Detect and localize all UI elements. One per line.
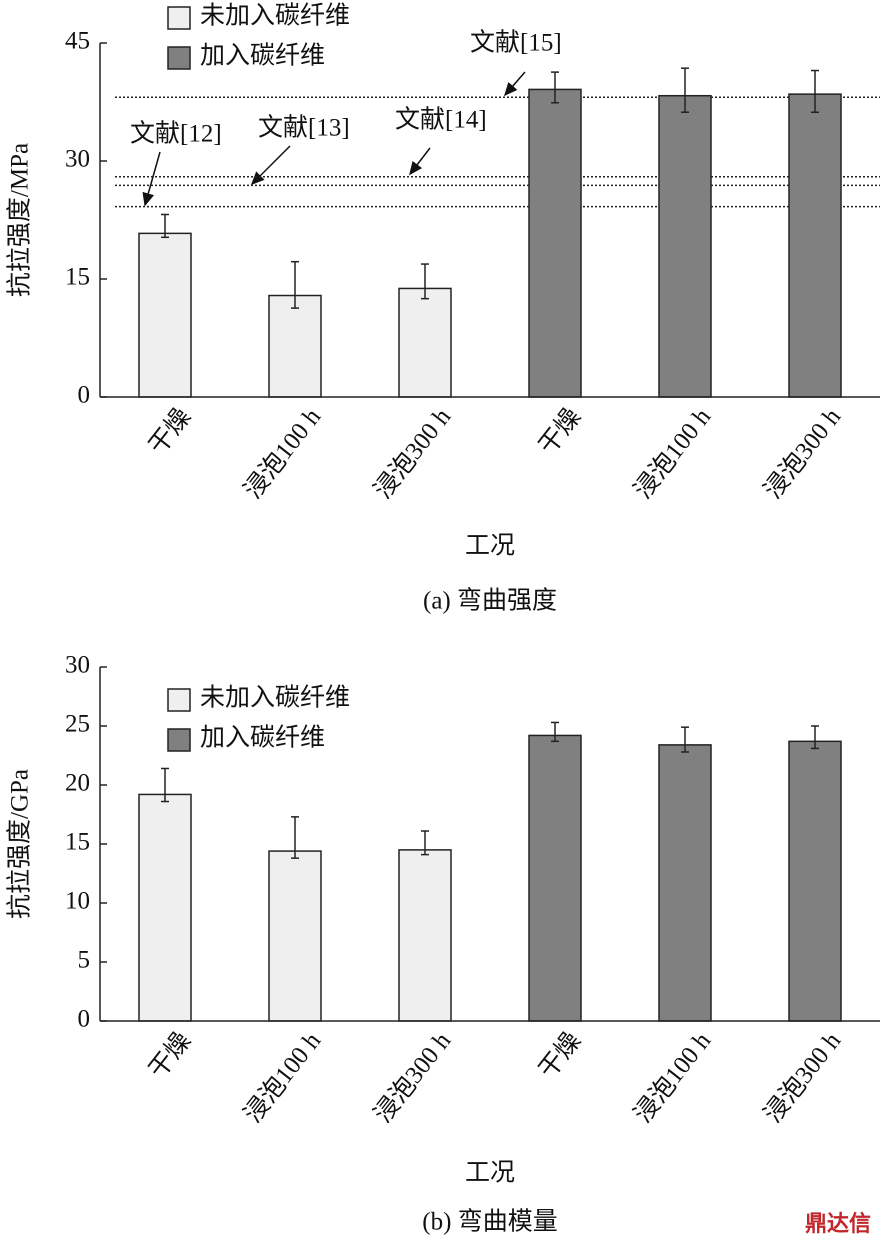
y-tick-label: 15	[65, 264, 90, 291]
legend-swatch	[167, 688, 191, 712]
reference-arrow	[142, 151, 161, 207]
caption: (a) 弯曲强度	[423, 587, 557, 615]
x-tick-label: 干燥	[533, 1027, 586, 1084]
x-tick-label: 浸泡100 h	[239, 1027, 327, 1128]
bar	[268, 294, 322, 398]
x-tick-label: 干燥	[143, 1027, 196, 1084]
x-tick-label: 浸泡100 h	[629, 403, 717, 504]
bar	[138, 793, 192, 1022]
bar	[398, 287, 452, 398]
y-tick-label: 10	[65, 888, 90, 915]
y-tick-label: 25	[65, 711, 90, 738]
bar	[268, 850, 322, 1022]
y-tick-label: 15	[65, 829, 90, 856]
bar	[398, 849, 452, 1022]
y-tick-label: 30	[65, 652, 90, 679]
bar	[138, 232, 192, 398]
legend-label: 未加入碳纤维	[200, 684, 350, 712]
y-tick-label: 5	[78, 947, 91, 974]
legend-label: 加入碳纤维	[200, 42, 325, 70]
bar	[658, 94, 712, 398]
legend-label: 未加入碳纤维	[200, 2, 350, 30]
y-tick-label: 0	[78, 1006, 91, 1033]
x-tick-label: 浸泡300 h	[759, 1027, 847, 1128]
bar	[788, 93, 842, 398]
reference-arrow	[409, 147, 431, 176]
x-axis-label: 工况	[465, 533, 515, 560]
bar	[658, 744, 712, 1022]
reference-label: 文献[15]	[470, 29, 562, 57]
x-tick-label: 浸泡300 h	[369, 403, 457, 504]
y-tick-label: 0	[78, 382, 91, 409]
watermark: 鼎达信	[805, 1211, 871, 1236]
legend-swatch	[167, 6, 191, 30]
x-tick-label: 浸泡100 h	[239, 403, 327, 504]
y-tick-label: 30	[65, 146, 90, 173]
reference-arrow	[504, 71, 526, 97]
y-axis-label: 抗拉强度/GPa	[6, 769, 34, 919]
bar	[528, 88, 582, 398]
x-tick-label: 浸泡300 h	[369, 1027, 457, 1128]
y-tick-label: 20	[65, 770, 90, 797]
y-axis-label: 抗拉强度/MPa	[6, 143, 34, 297]
y-tick-label: 45	[65, 28, 90, 55]
bar	[528, 734, 582, 1022]
x-tick-label: 浸泡300 h	[759, 403, 847, 504]
legend-swatch	[167, 728, 191, 752]
bar	[788, 740, 842, 1022]
reference-label: 文献[12]	[130, 120, 222, 148]
x-tick-label: 浸泡100 h	[629, 1027, 717, 1128]
caption: (b) 弯曲模量	[422, 1208, 557, 1236]
legend-swatch	[167, 46, 191, 70]
reference-arrow	[250, 145, 291, 186]
legend-label: 加入碳纤维	[200, 724, 325, 752]
x-axis-label: 工况	[465, 1160, 515, 1187]
reference-label: 文献[14]	[395, 106, 487, 134]
reference-label: 文献[13]	[258, 114, 350, 142]
x-tick-label: 干燥	[533, 403, 586, 460]
x-tick-label: 干燥	[143, 403, 196, 460]
